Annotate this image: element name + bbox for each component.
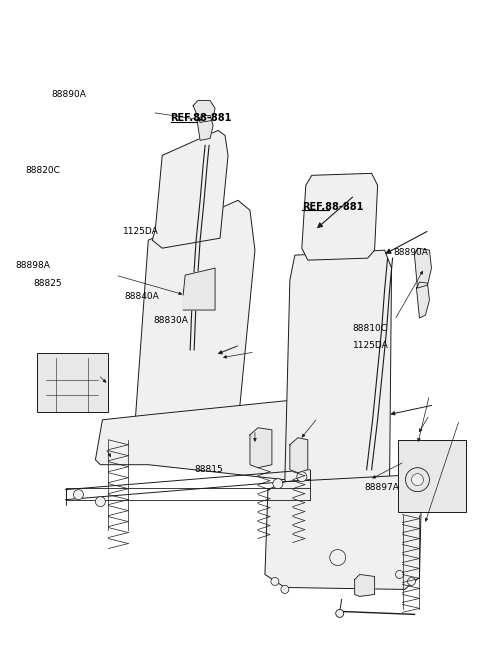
Circle shape [396, 571, 404, 578]
Polygon shape [96, 400, 310, 479]
Circle shape [73, 490, 84, 500]
Text: 88890A: 88890A [51, 90, 86, 100]
Circle shape [271, 578, 279, 586]
Text: 88897A: 88897A [364, 483, 399, 492]
Text: REF.88-881: REF.88-881 [302, 202, 363, 212]
Text: 1125DA: 1125DA [352, 341, 388, 350]
Circle shape [273, 479, 283, 489]
Circle shape [406, 468, 430, 492]
Polygon shape [197, 115, 213, 140]
Circle shape [96, 496, 106, 506]
Circle shape [411, 474, 423, 485]
Polygon shape [290, 438, 308, 473]
Text: 88820C: 88820C [25, 166, 60, 175]
Polygon shape [152, 130, 228, 248]
Polygon shape [265, 475, 421, 590]
Polygon shape [128, 200, 255, 440]
Text: 88810C: 88810C [352, 324, 387, 333]
Circle shape [330, 550, 346, 565]
Text: 88890A: 88890A [393, 248, 428, 257]
FancyBboxPatch shape [397, 440, 467, 512]
Polygon shape [183, 268, 215, 310]
Polygon shape [302, 174, 378, 260]
Circle shape [281, 586, 289, 593]
Text: REF.88-881: REF.88-881 [170, 113, 232, 123]
Text: 88830A: 88830A [154, 316, 189, 326]
Circle shape [297, 472, 307, 481]
Polygon shape [285, 250, 392, 490]
Circle shape [408, 578, 416, 586]
Polygon shape [193, 100, 215, 122]
Text: 88825: 88825 [33, 279, 62, 288]
Circle shape [336, 609, 344, 618]
Polygon shape [355, 574, 374, 597]
Polygon shape [250, 428, 272, 468]
FancyBboxPatch shape [36, 353, 108, 412]
Text: 88898A: 88898A [15, 261, 50, 270]
Text: 88840A: 88840A [124, 291, 159, 301]
Polygon shape [417, 282, 430, 318]
Polygon shape [415, 248, 432, 288]
Text: 1125DA: 1125DA [123, 227, 158, 236]
Text: 88815: 88815 [194, 465, 223, 474]
